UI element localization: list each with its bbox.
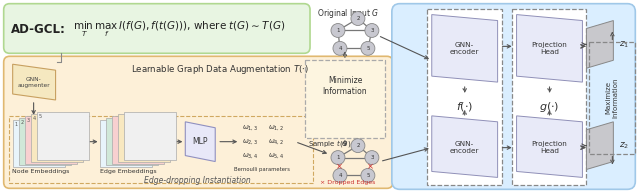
Text: $\omega_{4,2}$: $\omega_{4,2}$ bbox=[268, 137, 284, 146]
Circle shape bbox=[365, 24, 379, 37]
Bar bbox=[118, 114, 170, 162]
Text: 3: 3 bbox=[370, 28, 374, 33]
Circle shape bbox=[365, 151, 379, 164]
Text: Minimize
Information: Minimize Information bbox=[323, 76, 367, 96]
Bar bbox=[124, 112, 176, 160]
Polygon shape bbox=[432, 15, 498, 82]
Text: $g(\cdot)$: $g(\cdot)$ bbox=[540, 100, 560, 114]
Text: $z_1$: $z_1$ bbox=[620, 39, 630, 50]
Circle shape bbox=[351, 12, 365, 25]
Circle shape bbox=[351, 139, 365, 153]
FancyBboxPatch shape bbox=[392, 4, 636, 189]
Bar bbox=[589, 42, 636, 154]
Circle shape bbox=[331, 24, 345, 37]
Text: $\omega_{1,3}$: $\omega_{1,3}$ bbox=[242, 123, 259, 132]
Text: $\omega_{5,4}$: $\omega_{5,4}$ bbox=[268, 151, 284, 160]
Bar bbox=[113, 116, 164, 163]
Bar bbox=[427, 9, 502, 185]
Text: MLP: MLP bbox=[193, 137, 208, 146]
Bar bbox=[100, 120, 152, 168]
Polygon shape bbox=[186, 122, 215, 162]
Polygon shape bbox=[13, 64, 56, 100]
Bar bbox=[25, 116, 77, 163]
Bar bbox=[9, 116, 313, 183]
Text: Edge-dropping Instantiation: Edge-dropping Instantiation bbox=[144, 176, 251, 185]
Text: $\omega_{1,2}$: $\omega_{1,2}$ bbox=[268, 123, 284, 132]
Text: GNN-
encoder: GNN- encoder bbox=[450, 141, 479, 154]
Bar bbox=[19, 118, 70, 166]
Text: 3: 3 bbox=[27, 118, 30, 123]
Text: AD-GCL:: AD-GCL: bbox=[11, 23, 65, 36]
Text: GNN-
augmenter: GNN- augmenter bbox=[17, 77, 50, 87]
Polygon shape bbox=[516, 15, 582, 82]
Text: ×: × bbox=[366, 162, 373, 171]
Text: GNN-
encoder: GNN- encoder bbox=[450, 42, 479, 55]
Circle shape bbox=[333, 168, 347, 182]
Text: 4: 4 bbox=[338, 46, 342, 51]
Text: 2: 2 bbox=[356, 16, 360, 21]
Text: 1: 1 bbox=[15, 122, 18, 127]
Text: 5: 5 bbox=[366, 173, 370, 178]
Text: Projection
Head: Projection Head bbox=[532, 42, 568, 55]
Bar bbox=[13, 120, 65, 168]
Text: Edge Embeddings: Edge Embeddings bbox=[100, 169, 157, 174]
Text: Original Input $G$: Original Input $G$ bbox=[317, 7, 379, 20]
Bar bbox=[31, 114, 83, 162]
Bar bbox=[36, 112, 88, 160]
Circle shape bbox=[361, 41, 375, 55]
Text: $\omega_{3,4}$: $\omega_{3,4}$ bbox=[242, 151, 259, 160]
Circle shape bbox=[361, 168, 375, 182]
Text: $f(\cdot)$: $f(\cdot)$ bbox=[456, 100, 474, 113]
Text: 2: 2 bbox=[20, 120, 24, 125]
Text: 3: 3 bbox=[370, 155, 374, 160]
Polygon shape bbox=[586, 122, 613, 169]
Text: 1: 1 bbox=[336, 28, 340, 33]
Text: Projection
Head: Projection Head bbox=[532, 141, 568, 154]
Text: $\omega_{2,3}$: $\omega_{2,3}$ bbox=[242, 137, 259, 146]
Text: Node Embeddings: Node Embeddings bbox=[12, 169, 69, 174]
Circle shape bbox=[331, 151, 345, 164]
Polygon shape bbox=[586, 20, 613, 68]
Text: 5: 5 bbox=[366, 46, 370, 51]
Polygon shape bbox=[516, 116, 582, 177]
FancyBboxPatch shape bbox=[4, 56, 393, 188]
Text: ×: × bbox=[335, 162, 342, 171]
Text: 2: 2 bbox=[356, 143, 360, 148]
Circle shape bbox=[333, 41, 347, 55]
Polygon shape bbox=[432, 116, 498, 177]
Text: $\underset{T}{\min}\,\underset{f}{\max}\,I(f(G), f(t(G)))$, where $t(G) \sim T(G: $\underset{T}{\min}\,\underset{f}{\max}\… bbox=[72, 20, 285, 39]
Text: Maximize
Information: Maximize Information bbox=[606, 78, 619, 118]
Bar bbox=[106, 118, 158, 166]
Text: $z_2$: $z_2$ bbox=[620, 140, 630, 151]
Text: Sample $t(G)$: Sample $t(G)$ bbox=[308, 138, 351, 149]
Bar bbox=[305, 60, 385, 138]
FancyBboxPatch shape bbox=[4, 4, 310, 53]
Text: 4: 4 bbox=[338, 173, 342, 178]
Bar bbox=[511, 9, 586, 185]
Text: × Dropped Edges: × Dropped Edges bbox=[320, 180, 376, 185]
Text: Learnable Graph Data Augmentation $T(\cdot)$: Learnable Graph Data Augmentation $T(\cd… bbox=[131, 63, 309, 76]
Text: 4: 4 bbox=[33, 116, 36, 121]
Text: 1: 1 bbox=[336, 155, 340, 160]
Text: Bernoulli parameters: Bernoulli parameters bbox=[234, 168, 290, 173]
Text: 5: 5 bbox=[38, 114, 42, 119]
